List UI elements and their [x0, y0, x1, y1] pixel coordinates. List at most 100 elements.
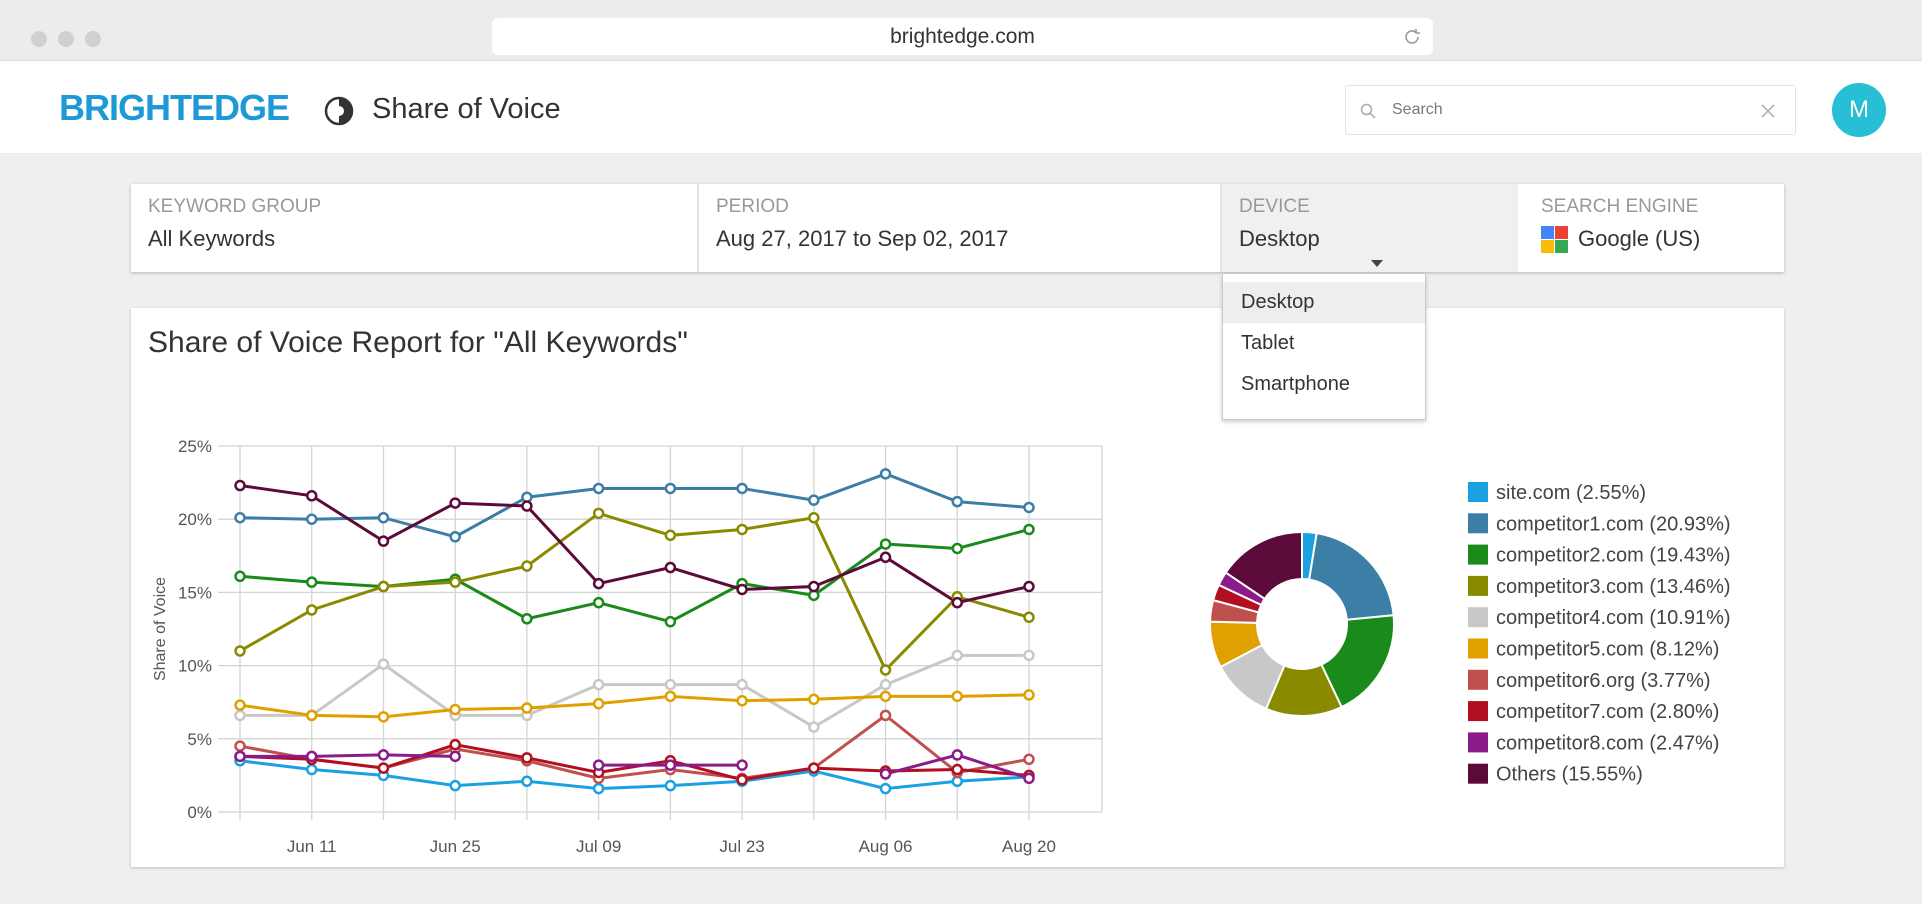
logo[interactable]: BRIGHTEDGE: [59, 87, 290, 128]
search-box[interactable]: Search: [1345, 85, 1796, 135]
data-point: [736, 523, 748, 536]
avatar[interactable]: M: [1832, 83, 1886, 137]
data-point: [234, 750, 246, 763]
data-point: [449, 779, 461, 792]
menu-item[interactable]: Desktop: [1223, 282, 1425, 323]
reload-icon[interactable]: [1401, 26, 1423, 48]
data-point: [592, 782, 605, 795]
series-line: [239, 527, 1030, 624]
legend-label: competitor1.com (20.93%): [1496, 513, 1731, 535]
y-tick-label: 15%: [178, 583, 212, 602]
data-point: [879, 768, 892, 780]
series-line: [239, 484, 1030, 605]
data-point: [951, 649, 964, 662]
data-point: [377, 511, 390, 524]
series-line: [240, 653, 1029, 729]
data-point: [1023, 523, 1035, 536]
data-point: [951, 690, 964, 703]
x-tick-label: Aug 20: [1002, 837, 1056, 856]
data-point: [664, 561, 677, 574]
y-axis-label: Share of Voice: [152, 577, 169, 681]
device-menu: Desktop Tablet Smartphone: [1222, 273, 1426, 420]
data-point: [305, 763, 318, 776]
data-point: [808, 580, 820, 593]
data-point: [736, 694, 748, 707]
page-title: Share of Voice: [372, 93, 561, 125]
window-button[interactable]: [58, 31, 74, 47]
data-point: [879, 551, 892, 564]
legend-swatch: [1468, 607, 1488, 628]
browser-bar: brightedge.com: [0, 0, 1922, 61]
filter-value: Desktop: [1239, 226, 1320, 251]
legend-label: competitor3.com (13.46%): [1496, 576, 1731, 598]
legend-swatch: [1468, 513, 1488, 534]
data-point: [1023, 611, 1035, 624]
data-point: [305, 750, 318, 763]
data-point: [879, 678, 892, 691]
data-point: [951, 495, 964, 508]
legend-label: competitor7.com (2.80%): [1496, 701, 1719, 723]
data-point: [1023, 772, 1035, 785]
series-line: [239, 713, 1030, 780]
data-point: [377, 711, 390, 723]
data-point: [1023, 501, 1035, 514]
data-point: [808, 762, 820, 774]
data-point: [592, 507, 605, 520]
filter-value: Google (US): [1578, 226, 1701, 251]
menu-item[interactable]: Tablet: [1241, 332, 1295, 354]
legend-label: competitor5.com (8.12%): [1496, 639, 1719, 661]
data-point: [1023, 753, 1035, 766]
data-point: [521, 702, 533, 714]
series-line: [239, 472, 1030, 539]
x-tick-label: Jun 11: [287, 837, 337, 856]
data-point: [377, 749, 390, 761]
filter[interactable]: DEVICE Desktop: [1222, 184, 1524, 272]
series-line: [239, 759, 1030, 791]
series-line: [239, 693, 1030, 719]
window-button[interactable]: [85, 31, 101, 47]
data-point: [736, 759, 748, 771]
menu-item[interactable]: Smartphone: [1241, 373, 1350, 395]
dropdown-arrow: [1371, 260, 1383, 267]
data-point: [808, 494, 820, 506]
y-tick-label: 20%: [178, 510, 212, 529]
legend-label: Others (15.55%): [1496, 764, 1643, 786]
data-point: [592, 697, 605, 710]
data-point: [234, 479, 246, 492]
legend-swatch: [1468, 575, 1488, 596]
data-point: [449, 497, 461, 509]
data-point: [808, 721, 820, 733]
legend-swatch: [1468, 763, 1488, 784]
window-button[interactable]: [31, 31, 47, 47]
filter[interactable]: PERIOD Aug 27, 2017 to Sep 02, 2017: [699, 184, 1222, 272]
data-point: [1023, 580, 1035, 593]
url-bar[interactable]: brightedge.com: [492, 18, 1433, 55]
search-icon: [1360, 103, 1376, 119]
app-header: [0, 61, 1922, 153]
x-tick-label: Jul 23: [719, 837, 764, 856]
legend-label: competitor6.org (3.77%): [1496, 670, 1711, 692]
filter-label: KEYWORD GROUP: [148, 196, 322, 217]
filter[interactable]: KEYWORD GROUP All Keywords: [131, 184, 699, 272]
data-point: [521, 752, 533, 764]
data-point: [664, 529, 677, 542]
clear-icon[interactable]: [1761, 104, 1775, 118]
data-point: [592, 678, 605, 691]
search-placeholder: Search: [1392, 101, 1443, 118]
data-point: [664, 678, 677, 691]
data-point: [377, 535, 390, 547]
page-icon: [324, 96, 354, 126]
data-point: [664, 690, 677, 703]
data-point: [951, 596, 964, 609]
legend-swatch: [1468, 544, 1488, 565]
google-icon: [1541, 226, 1568, 253]
data-point: [736, 583, 748, 596]
legend-swatch: [1468, 732, 1488, 753]
data-point: [879, 690, 892, 703]
data-point: [736, 678, 748, 691]
data-point: [377, 580, 390, 593]
filter-label: PERIOD: [716, 196, 789, 217]
legend-label: competitor4.com (10.91%): [1496, 607, 1731, 629]
filter[interactable]: SEARCH ENGINE Google (US): [1524, 184, 1784, 272]
data-point: [1023, 689, 1035, 701]
